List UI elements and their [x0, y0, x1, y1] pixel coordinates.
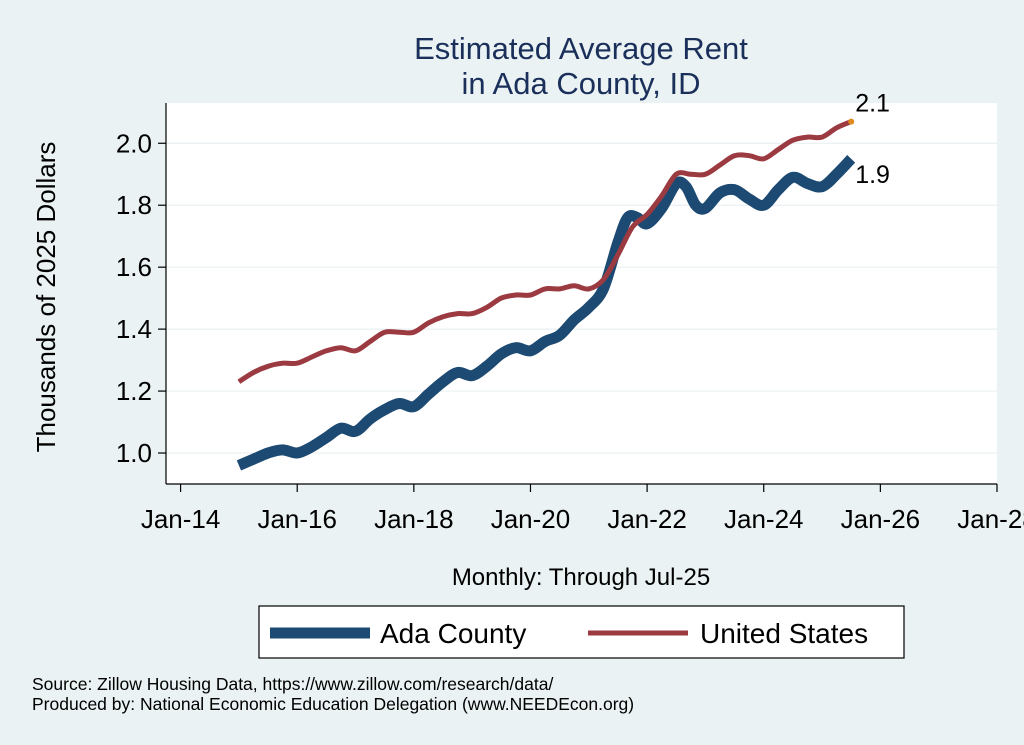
y-tick-label: 1.2 — [116, 376, 152, 406]
y-tick-label: 2.0 — [116, 128, 152, 158]
y-tick-label: 1.6 — [116, 252, 152, 282]
producer-note: Produced by: National Economic Education… — [32, 694, 634, 714]
plot-area — [166, 103, 997, 484]
x-tick-label: Jan-26 — [841, 504, 921, 534]
x-axis-title: Monthly: Through Jul-25 — [452, 564, 710, 591]
x-tick-label: Jan-22 — [607, 504, 687, 534]
y-tick-label: 1.0 — [116, 438, 152, 468]
series-end-marker — [848, 118, 855, 125]
legend-label-ada-county: Ada County — [380, 618, 526, 649]
series-lines — [236, 118, 856, 471]
x-tick-label: Jan-24 — [724, 504, 804, 534]
chart-title-line-2: in Ada County, ID — [462, 66, 701, 101]
legend: Ada County United States — [258, 605, 905, 659]
x-tick-label: Jan-14 — [141, 504, 221, 534]
x-tick-label: Jan-28 — [957, 504, 1024, 534]
x-tick-label: Jan-16 — [257, 504, 337, 534]
legend-box — [258, 605, 905, 659]
series-line-united-states — [237, 119, 853, 384]
end-labels: 1.9 2.1 — [855, 90, 890, 189]
y-ticks: 1.0 1.2 1.4 1.6 1.8 2.0 — [116, 128, 166, 468]
y-tick-label: 1.8 — [116, 190, 152, 220]
end-value-label: 1.9 — [855, 161, 890, 189]
source-note: Source: Zillow Housing Data, https://www… — [32, 674, 553, 694]
axes — [165, 103, 997, 485]
x-tick-label: Jan-20 — [491, 504, 571, 534]
chart-title-line-1: Estimated Average Rent — [414, 31, 748, 66]
x-tick-label: Jan-18 — [374, 504, 454, 534]
y-axis-title: Thousands of 2025 Dollars — [31, 142, 61, 453]
series-line-ada-county — [236, 154, 856, 471]
y-tick-label: 1.4 — [116, 314, 152, 344]
end-value-label: 2.1 — [855, 90, 890, 118]
x-ticks: Jan-14 Jan-16 Jan-18 Jan-20 Jan-22 Jan-24 Jan-… — [141, 484, 1024, 534]
legend-label-united-states: United States — [700, 618, 868, 649]
